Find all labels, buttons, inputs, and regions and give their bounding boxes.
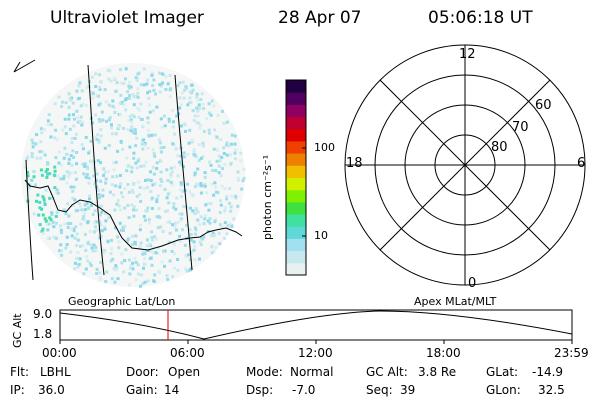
polar-ring-label-70: 70	[512, 120, 529, 135]
colorbar-segment	[286, 116, 306, 130]
altitude-curve	[59, 310, 573, 340]
colorbar-segment	[286, 262, 306, 276]
meridian-line-3	[25, 159, 34, 281]
status-glat-value: -14.9	[532, 365, 564, 379]
colorbar-segment	[286, 140, 306, 154]
apex-label: Apex MLat/MLT	[414, 295, 497, 308]
status-gcalt-value: 3.8 Re	[418, 365, 457, 379]
colorbar-label-10: 10	[314, 229, 328, 242]
altitude-frame	[59, 309, 573, 341]
polar-label-6: 6	[577, 156, 586, 171]
colorbar-segment	[286, 250, 306, 264]
colorbar-segment	[286, 214, 306, 227]
colorbar-frame	[285, 79, 307, 276]
uv-image	[13, 59, 246, 288]
polar-ring-label-60: 60	[535, 98, 552, 113]
x-tick-label-0: 00:00	[42, 346, 77, 360]
polar-label-18: 18	[346, 156, 363, 171]
colorbar-segment	[286, 153, 306, 166]
colorbar-gradient	[286, 80, 306, 276]
status-seq-value: 39	[400, 383, 416, 397]
polar-diagonal-2	[379, 79, 551, 251]
x-tick-label-4: 23:59	[554, 346, 589, 360]
geographic-label: Geographic Lat/Lon	[68, 295, 176, 308]
meridian-line-2	[174, 74, 193, 271]
colorbar-segment	[286, 238, 306, 252]
x-tick-label-1: 06:00	[170, 346, 205, 360]
colorbar-segment	[286, 177, 306, 191]
x-tick-label-2: 12:00	[298, 346, 333, 360]
status-gain-value: 14	[164, 383, 180, 397]
altitude-plot	[59, 309, 573, 344]
status-flt-value: LBHL	[40, 365, 71, 379]
colorbar-segment	[286, 80, 306, 93]
colorbar-label-100: 100	[314, 141, 335, 154]
colorbar-segment	[286, 189, 306, 203]
colorbar-segment	[286, 92, 306, 105]
polar-ring-label-80: 80	[491, 140, 508, 155]
altitude-ylabel: GC Alt	[11, 313, 24, 348]
uv-speckle	[23, 66, 246, 288]
status-glat-label: GLat:	[486, 365, 519, 379]
y-tick-label-high: 9.0	[33, 307, 53, 321]
colorbar-segment	[286, 226, 306, 239]
status-gcalt-label: GC Alt:	[366, 365, 408, 379]
status-ip-label: IP:	[10, 383, 25, 397]
x-tick-label-3: 18:00	[426, 346, 461, 360]
status-ip-value: 36.0	[38, 383, 65, 397]
corner-mark	[13, 59, 36, 73]
coastline	[24, 179, 243, 251]
status-flt-label: Flt:	[10, 365, 29, 379]
status-dsp-label: Dsp:	[246, 383, 274, 397]
status-mode-label: Mode:	[246, 365, 283, 379]
status-glon-value: 32.5	[538, 383, 565, 397]
meridian-line-1	[87, 64, 105, 276]
date: 28 Apr 07	[278, 8, 362, 28]
time: 05:06:18 UT	[428, 8, 533, 28]
polar-label-0: 0	[468, 276, 477, 291]
status-glon-label: GLon:	[486, 383, 521, 397]
colorbar	[285, 79, 307, 276]
status-door-label: Door:	[126, 365, 159, 379]
colorbar-segment	[286, 165, 306, 178]
status-seq-label: Seq:	[366, 383, 393, 397]
status-door-value: Open	[168, 365, 201, 379]
polar-plot	[344, 44, 586, 286]
status-gain-label: Gain:	[126, 383, 158, 397]
status-dsp-value: -7.0	[292, 383, 316, 397]
polar-label-12: 12	[459, 47, 476, 62]
colorbar-segment	[286, 201, 306, 215]
colorbar-unit-label: photon cm⁻²s⁻¹	[261, 154, 274, 240]
title: Ultraviolet Imager	[50, 8, 204, 28]
status-mode-value: Normal	[290, 365, 334, 379]
y-tick-label-low: 1.8	[33, 327, 53, 341]
colorbar-segment	[286, 128, 306, 142]
colorbar-segment	[286, 104, 306, 118]
